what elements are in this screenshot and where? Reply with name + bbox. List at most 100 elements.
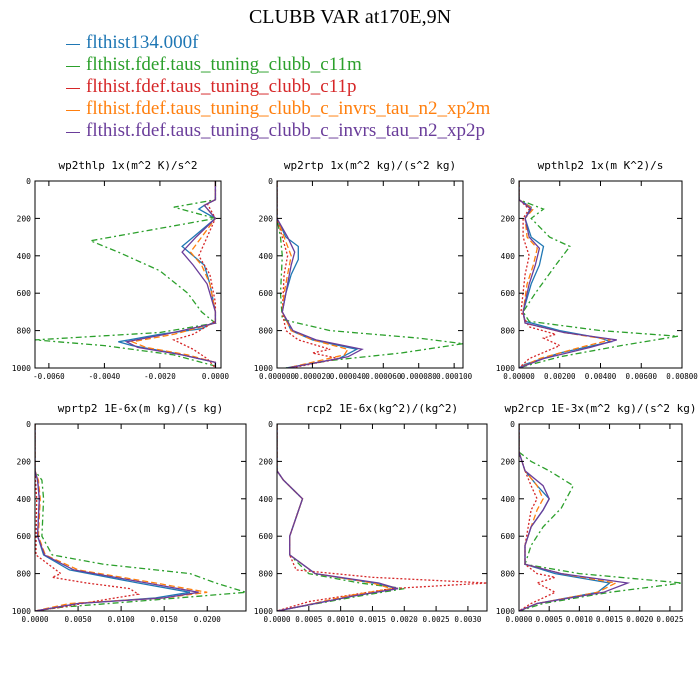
- y-tick-label: 1000: [12, 607, 31, 616]
- series-line: [35, 424, 141, 611]
- legend-label: flthist.fdef.taus_tuning_clubb_c_invrs_t…: [86, 98, 491, 119]
- figure-title: CLUBB VAR at170E,9N: [248, 6, 452, 28]
- panel-title: rcp2 1E-6x(kg^2)/(kg^2): [306, 402, 458, 415]
- y-tick-label: 200: [17, 457, 32, 466]
- legend-label: flthist134.000f: [86, 32, 199, 53]
- panel-title: wprtp2 1E-6x(m kg)/(s kg): [58, 402, 224, 415]
- y-tick-label: 400: [259, 252, 274, 261]
- y-tick-label: 200: [501, 457, 516, 466]
- series-line: [277, 181, 340, 368]
- series-line: [277, 181, 463, 368]
- x-tick-label: 0.0025: [656, 615, 683, 624]
- x-tick-label: 0.0020: [626, 615, 654, 624]
- series-line: [519, 181, 611, 368]
- series-group: [519, 424, 682, 611]
- series-line: [35, 424, 246, 611]
- series-line: [277, 181, 349, 368]
- x-tick-label: 0.00600: [625, 372, 657, 381]
- y-tick-label: 400: [259, 495, 274, 504]
- series-line: [519, 424, 631, 611]
- y-tick-label: 1000: [496, 607, 515, 616]
- y-tick-label: 400: [501, 252, 516, 261]
- legend-swatch: [66, 65, 80, 67]
- y-tick-label: 1000: [254, 607, 273, 616]
- x-tick-label: 0.0050: [65, 615, 93, 624]
- x-tick-label: 0.0000: [505, 615, 533, 624]
- series-line: [277, 181, 364, 368]
- y-tick-label: 800: [259, 327, 274, 336]
- legend-swatch: [66, 87, 80, 89]
- x-tick-label: 0.00400: [585, 372, 617, 381]
- y-tick-label: 600: [17, 289, 32, 298]
- y-tick-label: 200: [259, 214, 274, 223]
- plot-frame: [276, 423, 488, 612]
- series-line: [35, 424, 199, 611]
- x-tick-label: 0.0030: [454, 615, 482, 624]
- panel-title: wp2rcp 1E-3x(m^2 kg)/(s^2 kg): [504, 402, 696, 415]
- x-tick-label: 0.0020: [391, 615, 419, 624]
- y-tick-label: 0: [26, 177, 31, 186]
- y-tick-label: 800: [501, 327, 516, 336]
- legend-swatch: [66, 43, 80, 45]
- plot-frame: [276, 180, 464, 369]
- y-tick-label: 600: [501, 532, 516, 541]
- x-tick-label: 0.0000: [21, 615, 49, 624]
- series-line: [519, 424, 618, 611]
- legend-item: flthist134.000f: [66, 32, 490, 54]
- y-tick-label: 0: [510, 420, 515, 429]
- x-tick-label: 0.000020: [294, 372, 331, 381]
- panel: wp2rcp 1E-3x(m^2 kg)/(s^2 kg) 0 200 400 600 8…: [496, 402, 697, 624]
- series-line: [124, 181, 217, 368]
- y-tick-label: 1000: [254, 364, 273, 373]
- series-line: [519, 181, 562, 368]
- y-tick-label: 400: [17, 495, 32, 504]
- panel: rcp2 1E-6x(kg^2)/(kg^2) 0 200 400 600 800 1000…: [254, 402, 488, 624]
- x-tick-label: -0.0060: [33, 372, 65, 381]
- x-tick-label: 0.0015: [359, 615, 386, 624]
- x-tick-label: 0.0200: [194, 615, 222, 624]
- panel: wp2rtp 1x(m^2 kg)/(s^2 kg) 0 200 400 600 800 1…: [254, 159, 473, 381]
- x-tick-label: 0.000080: [401, 372, 438, 381]
- x-tick-label: 0.000040: [330, 372, 367, 381]
- panel-title: wp2rtp 1x(m^2 kg)/(s^2 kg): [284, 159, 456, 172]
- series-group: [277, 181, 463, 368]
- y-tick-label: 400: [501, 495, 516, 504]
- legend-item: flthist.fdef.taus_tuning_clubb_c11m: [66, 54, 490, 76]
- series-line: [35, 424, 208, 611]
- panel-title: wp2thlp 1x(m^2 K)/s^2: [58, 159, 197, 172]
- y-tick-label: 0: [26, 420, 31, 429]
- legend-label: flthist.fdef.taus_tuning_clubb_c_invrs_t…: [86, 120, 485, 141]
- series-line: [35, 181, 217, 368]
- x-tick-label: -0.0020: [144, 372, 176, 381]
- x-tick-label: -0.0040: [89, 372, 121, 381]
- y-tick-label: 800: [17, 327, 32, 336]
- legend-item: flthist.fdef.taus_tuning_clubb_c_invrs_t…: [66, 120, 490, 142]
- panel: wpthlp2 1x(m K^2)/s020040060080010000.00…: [496, 159, 699, 381]
- y-tick-label: 0: [510, 177, 515, 186]
- legend-label: flthist.fdef.taus_tuning_clubb_c11p: [86, 76, 357, 97]
- legend: flthist134.000f flthist.fdef.taus_tuning…: [66, 32, 490, 142]
- plot-frame: [34, 180, 222, 369]
- x-tick-label: 0.0100: [108, 615, 136, 624]
- x-tick-label: 0.00800: [666, 372, 698, 381]
- x-tick-label: 0.0000: [263, 615, 291, 624]
- y-tick-label: 600: [501, 289, 516, 298]
- x-tick-label: 0.00200: [544, 372, 576, 381]
- y-tick-label: 600: [259, 532, 274, 541]
- x-tick-label: 0.0010: [566, 615, 594, 624]
- x-tick-label: 0.0005: [536, 615, 563, 624]
- x-tick-label: 0.0000: [202, 372, 230, 381]
- legend-item: flthist.fdef.taus_tuning_clubb_c_invrs_t…: [66, 98, 490, 120]
- y-tick-label: 0: [268, 177, 273, 186]
- series-group: [277, 424, 487, 611]
- panel: wprtp2 1E-6x(m kg)/(s kg) 0 200 400 600 800 10…: [12, 402, 247, 624]
- plot-frame: [34, 423, 247, 612]
- legend-item: flthist.fdef.taus_tuning_clubb_c11p: [66, 76, 490, 98]
- series-line: [519, 424, 682, 611]
- x-tick-label: 0.0015: [596, 615, 623, 624]
- legend-swatch: [66, 131, 80, 133]
- y-tick-label: 1000: [12, 364, 31, 373]
- legend-label: flthist.fdef.taus_tuning_clubb_c11m: [86, 54, 362, 75]
- x-tick-label: 0.0010: [327, 615, 355, 624]
- series-line: [277, 424, 487, 611]
